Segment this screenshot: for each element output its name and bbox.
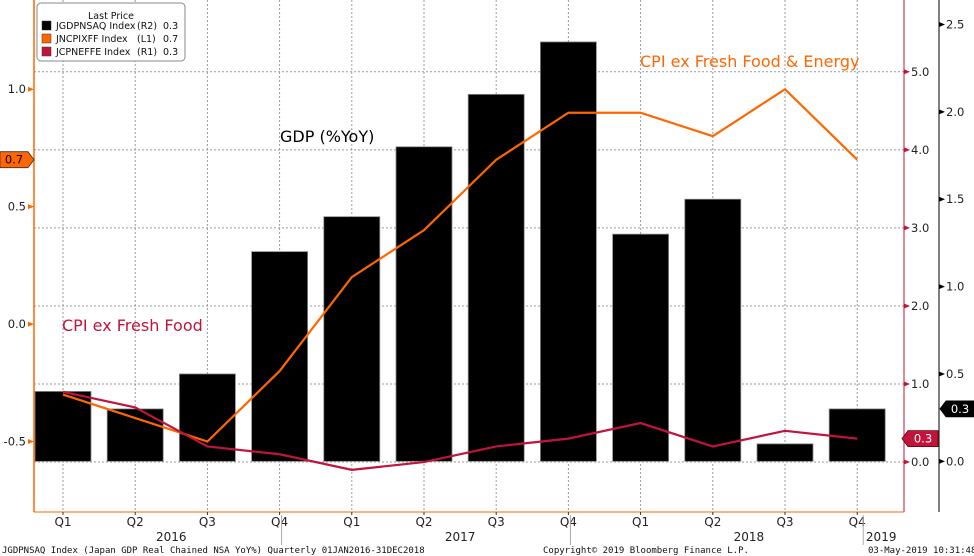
tick-label-x: Q4 — [271, 515, 288, 529]
core-core-cpi-line — [62, 87, 858, 443]
tick-r2 — [939, 21, 945, 27]
tick-label-x: Q2 — [127, 515, 144, 529]
legend-value: 0.3 — [163, 47, 178, 58]
legend-axis: (R2) — [137, 21, 157, 32]
year-label: 2019 — [866, 530, 897, 544]
gdp-bar — [251, 251, 309, 462]
legend-swatch — [41, 20, 52, 31]
legend-axis: (R1) — [137, 47, 157, 58]
tick-r2 — [939, 196, 945, 202]
year-label: 2017 — [445, 530, 476, 544]
tick-r1 — [904, 459, 910, 465]
tick-label-r2: 1.0 — [946, 280, 964, 294]
last-value-l1-shape — [0, 151, 35, 169]
tick-r1 — [904, 303, 910, 309]
tick-r2 — [939, 458, 945, 464]
last-value-r2-value: 0.3 — [951, 402, 969, 416]
gdp-bar — [395, 146, 453, 462]
year-label: 2018 — [734, 530, 765, 544]
tick-label-x: Q2 — [415, 515, 432, 529]
tick-label-r1: 5.0 — [911, 65, 929, 79]
tick-label-r2: 1.5 — [946, 192, 964, 206]
tick-label-l1: 1.0 — [8, 82, 26, 96]
tick-label-x: Q1 — [54, 515, 71, 529]
tick-label-l1: 0.0 — [8, 317, 26, 331]
annotation-core-cpi: CPI ex Fresh Food — [62, 316, 203, 335]
tick-label-x: Q4 — [849, 515, 866, 529]
tick-label-x: Q3 — [776, 515, 793, 529]
tick-l1 — [28, 204, 34, 210]
tick-label-x: Q3 — [488, 515, 505, 529]
tick-label-r1: 0.0 — [911, 455, 929, 469]
tick-r2 — [939, 284, 945, 290]
legend-entry: JCPNEFFE Index — [55, 47, 131, 58]
tick-r1 — [904, 147, 910, 153]
legend-swatch — [41, 33, 52, 44]
tick-label-r2: 2.5 — [946, 17, 964, 31]
footer-center: Copyright© 2019 Bloomberg Finance L.P. — [543, 546, 749, 556]
gdp-bars — [34, 41, 886, 462]
last-value-l1: 0.7 — [0, 151, 35, 169]
tick-label-r1: 1.0 — [911, 377, 929, 391]
footer-left: JGDPNSAQ Index (Japan GDP Real Chained N… — [2, 546, 425, 556]
last-value-r1-shape — [901, 430, 939, 448]
tick-label-x: Q2 — [704, 515, 721, 529]
tick-r2 — [939, 371, 945, 377]
tick-label-x: Q1 — [632, 515, 649, 529]
tick-label-r1: 4.0 — [911, 143, 929, 157]
tick-label-x: Q3 — [199, 515, 216, 529]
gdp-bar — [540, 41, 597, 462]
tick-r2 — [939, 109, 945, 115]
last-value-r1: 0.3 — [901, 430, 939, 448]
gdp-bar — [756, 443, 814, 462]
tick-label-r2: 0.5 — [946, 367, 964, 381]
tick-label-r2: 0.0 — [946, 454, 964, 468]
last-value-r1-value: 0.3 — [914, 432, 932, 446]
core-cpi-line — [62, 390, 858, 471]
gdp-bar — [828, 408, 886, 462]
gdp-bar — [323, 216, 381, 462]
cpi-lines — [62, 87, 858, 471]
tick-label-r1: 3.0 — [911, 221, 929, 235]
legend-value: 0.3 — [163, 21, 178, 32]
annotation-core-core-cpi: CPI ex Fresh Food & Energy — [640, 52, 859, 71]
tick-l1 — [28, 439, 34, 445]
legend-title: Last Price — [88, 11, 134, 22]
tick-l1 — [28, 86, 34, 92]
year-label: 2016 — [156, 530, 187, 544]
footer-right: 03-May-2019 10:31:48 — [868, 546, 974, 556]
annotation-gdp: GDP (%YoY) — [280, 127, 374, 146]
legend-entry: JGDPNSAQ Index — [55, 21, 136, 32]
gdp-bar — [684, 198, 742, 462]
tick-l1 — [28, 321, 34, 327]
tick-r1 — [904, 69, 910, 75]
tick-label-x: Q1 — [343, 515, 360, 529]
legend-axis: (L1) — [137, 34, 156, 45]
legend-entry: JNCPIXFF Index — [55, 34, 128, 45]
last-value-r2-shape — [939, 400, 974, 418]
gdp-bar — [467, 93, 525, 462]
last-value-l1-value: 0.7 — [5, 153, 23, 167]
tick-r1 — [904, 381, 910, 387]
tick-label-r2: 2.0 — [946, 105, 964, 119]
tick-label-l1: -0.5 — [4, 435, 26, 449]
legend-swatch — [41, 46, 52, 57]
tick-r1 — [904, 225, 910, 231]
legend: Last Price JGDPNSAQ Index (R2) 0.3 JNCPIXFF… — [36, 2, 186, 62]
gdp-bar — [34, 391, 92, 462]
tick-label-r1: 2.0 — [911, 299, 929, 313]
tick-label-l1: 0.5 — [8, 200, 26, 214]
tick-label-x: Q4 — [560, 515, 577, 529]
last-value-r2: 0.3 — [939, 400, 974, 418]
legend-value: 0.7 — [163, 34, 178, 45]
